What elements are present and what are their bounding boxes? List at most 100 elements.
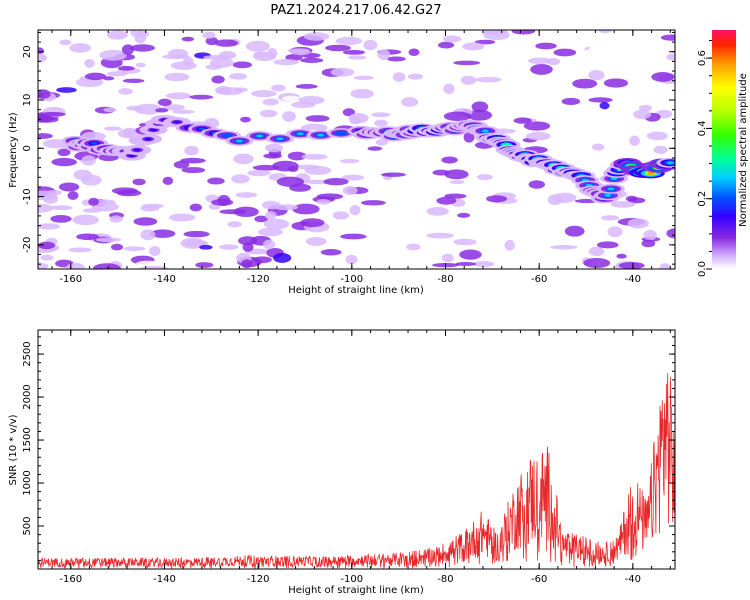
colorbar-tick-label: 0.6: [697, 50, 708, 66]
y-tick-label: 1000: [22, 470, 33, 495]
heatmap-noise-cell: [437, 41, 455, 49]
heatmap-noise-cell: [211, 75, 225, 84]
heatmap-noise-cell: [598, 30, 612, 34]
y-tick-label: 500: [22, 516, 33, 535]
heatmap-noise-cell: [180, 157, 206, 164]
x-tick-label: -60: [531, 274, 547, 285]
colorbar: 0.0 0.2 0.4 0.6 Normalized spectral amplitu…: [697, 30, 749, 277]
heatmap-ridge-cell: [296, 132, 304, 136]
heatmap-noise-cell: [629, 135, 640, 147]
heatmap-noise-cell: [534, 86, 546, 92]
heatmap-noise-cell: [643, 229, 657, 241]
heatmap-noise-cell: [183, 230, 210, 238]
y-tick-label: 1500: [22, 427, 33, 452]
heatmap-noise-cell: [474, 39, 496, 45]
heatmap-noise-cell: [209, 58, 235, 68]
heatmap-noise-cell: [38, 53, 47, 63]
heatmap-noise-cell: [332, 211, 350, 220]
heatmap-noise-cell: [453, 60, 481, 66]
heatmap-noise-cell: [408, 48, 420, 57]
heatmap-noise-cell: [50, 205, 73, 211]
heatmap-noise-cell: [460, 75, 477, 85]
heatmap-noise-cell: [476, 174, 493, 181]
heatmap-noise-cell: [572, 78, 598, 89]
heatmap-noise-cell: [435, 48, 447, 56]
colorbar-ticks: 0.0 0.2 0.4 0.6: [697, 40, 712, 277]
heatmap-noise-cell: [157, 98, 172, 107]
heatmap-ridge-cell: [223, 134, 231, 137]
heatmap-noise-cell: [68, 247, 92, 253]
heatmap-noise-cell: [449, 180, 465, 185]
x-tick-label: -80: [437, 574, 453, 585]
heatmap-noise-cell: [38, 223, 61, 230]
y-tick-label: -10: [22, 188, 33, 204]
heatmap-noise-cell: [84, 72, 107, 81]
heatmap-noise-cell: [253, 51, 277, 62]
heatmap-ridge-cell: [276, 137, 284, 141]
heatmap-noise-cell: [274, 204, 299, 211]
heatmap-noise-cell: [181, 167, 206, 174]
heatmap-noise-cell: [301, 153, 328, 160]
heatmap-noise-cell: [610, 201, 636, 208]
heatmap-noise-cell: [627, 218, 649, 229]
heatmap-noise-cell: [265, 143, 284, 153]
x-tick-label: -40: [625, 274, 641, 285]
heatmap-noise-cell: [241, 259, 253, 269]
heatmap-ridge-cell: [90, 142, 98, 145]
heatmap-noise-cell: [59, 39, 72, 46]
heatmap-ridge-cell: [133, 148, 141, 152]
heatmap-noise-cell: [134, 103, 163, 115]
heatmap-noise-cell: [339, 158, 360, 164]
heatmap-noise-cell: [547, 194, 563, 206]
heatmap-noise-cell: [38, 133, 53, 139]
x-tick-label: -80: [437, 274, 453, 285]
heatmap-noise-cell: [653, 145, 668, 154]
heatmap-noise-cell: [123, 246, 146, 251]
heatmap-noise-cell: [442, 35, 462, 43]
y-tick-label: 2500: [22, 341, 33, 366]
heatmap-ridge-cell: [235, 139, 243, 143]
snr-series-line: [38, 373, 675, 569]
heatmap-noise-cell: [591, 143, 605, 151]
heatmap-noise-cell: [350, 88, 374, 99]
heatmap-noise-cell: [189, 203, 202, 212]
heatmap-noise-cell: [69, 43, 92, 53]
heatmap-noise-cell: [84, 59, 95, 68]
heatmap-noise-cell: [56, 87, 77, 93]
heatmap-noise-cell: [523, 121, 551, 131]
heatmap-noise-cell: [57, 148, 71, 157]
heatmap-noise-cell: [67, 191, 79, 200]
heatmap-noise-cell: [380, 172, 407, 177]
heatmap-ridge-cell: [317, 133, 325, 137]
heatmap-noise-cell: [316, 199, 331, 205]
heatmap-noise-cell: [436, 196, 457, 205]
heatmap-noise-cell: [304, 165, 332, 175]
heatmap-noise-cell: [528, 180, 546, 189]
heatmap-noise-cell: [303, 32, 330, 41]
heatmap-noise-cell: [162, 104, 185, 111]
heatmap-noise-cell: [588, 246, 605, 257]
heatmap-noise-cell: [133, 217, 158, 226]
heatmap-noise-cell: [135, 62, 146, 68]
heatmap-noise-cell: [641, 239, 656, 248]
spectrogram-y-ticks: -20 -10 0 10 20: [22, 31, 675, 265]
heatmap-noise-cell: [227, 221, 242, 228]
heatmap-ridge-cell: [144, 137, 152, 141]
heatmap-noise-cell: [287, 151, 307, 161]
heatmap-noise-cell: [262, 98, 279, 106]
heatmap-noise-cell: [40, 112, 66, 117]
heatmap-noise-cell: [347, 55, 367, 60]
x-tick-label: -160: [59, 274, 82, 285]
heatmap-noise-cell: [273, 58, 300, 66]
heatmap-noise-cell: [58, 182, 80, 192]
heatmap-noise-cell: [486, 195, 507, 203]
heatmap-noise-cell: [305, 115, 330, 122]
heatmap-noise-cell: [229, 73, 247, 80]
heatmap-noise-cell: [599, 102, 610, 110]
heatmap-noise-cell: [245, 40, 270, 52]
heatmap-noise-cell: [375, 139, 389, 146]
heatmap-noise-cell: [401, 97, 419, 107]
heatmap-noise-cell: [406, 243, 421, 251]
heatmap-noise-cell: [349, 204, 361, 216]
